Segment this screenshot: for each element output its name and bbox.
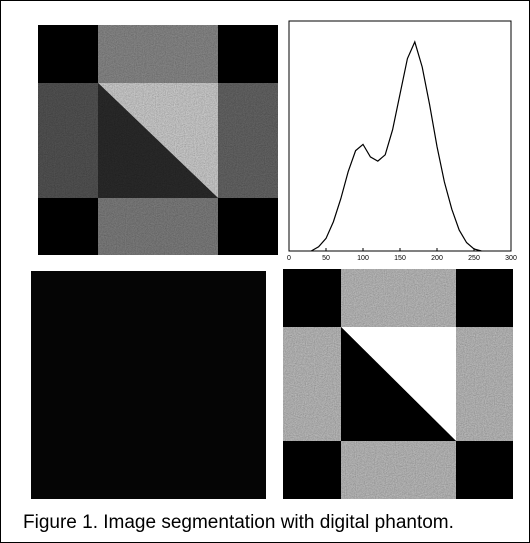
figure: 0 50 100 150 200 250 300 Figure 1. Image segme… xyxy=(1,1,529,542)
x-tick-label: 200 xyxy=(431,255,443,262)
x-tick-label: 300 xyxy=(505,255,517,262)
histogram: 0 50 100 150 200 250 300 xyxy=(287,42,517,262)
result-image xyxy=(31,271,266,499)
x-tick-label: 0 xyxy=(287,255,291,262)
x-tick-label: 50 xyxy=(322,255,330,262)
x-tick-label: 100 xyxy=(357,255,369,262)
x-tick-label: 150 xyxy=(394,255,406,262)
caption: Figure 1. Image segmentation with digita… xyxy=(23,512,454,533)
figure-page: 0 50 100 150 200 250 300 Figure 1. Image segme… xyxy=(0,0,530,543)
plot-frame xyxy=(289,21,511,251)
phantom-image xyxy=(38,25,278,255)
histogram-line xyxy=(311,42,481,251)
segmented-image xyxy=(283,269,513,499)
x-tick-label: 250 xyxy=(468,255,480,262)
